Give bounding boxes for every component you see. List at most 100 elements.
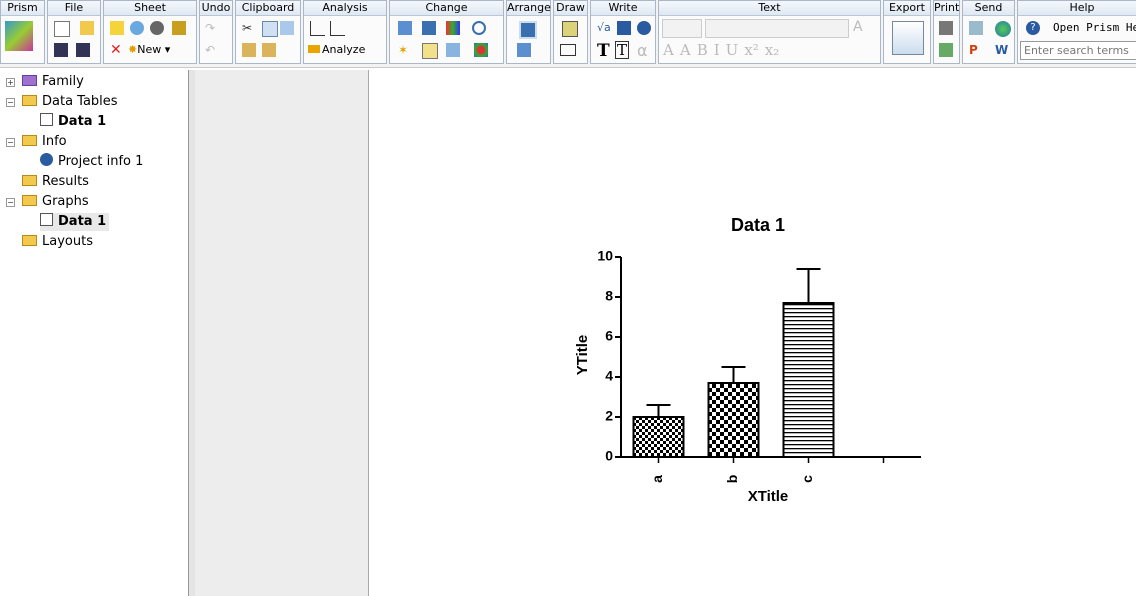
tree-item[interactable]: Family — [22, 73, 84, 91]
splitter[interactable] — [189, 70, 195, 596]
tree-item[interactable]: Data 1 — [40, 113, 106, 131]
change-icon[interactable]: ✶ — [398, 43, 409, 57]
x-tick-label: c — [799, 475, 815, 483]
new-file[interactable] — [54, 21, 70, 37]
analyze-button[interactable]: Analyze — [308, 43, 365, 56]
group-label: Undo — [200, 1, 232, 16]
tree-label: Graphs — [42, 194, 89, 209]
print-preview[interactable] — [939, 43, 953, 57]
print[interactable] — [939, 21, 953, 35]
tree-item[interactable]: Project info 1 — [40, 153, 143, 171]
format-tool[interactable]: A — [663, 41, 674, 59]
info[interactable] — [637, 21, 651, 35]
change-icon[interactable] — [422, 21, 436, 35]
textbox-tool[interactable]: T — [615, 41, 630, 59]
analysis-icon[interactable] — [330, 21, 345, 36]
font-color[interactable]: A — [853, 19, 863, 35]
help-icon[interactable]: ? — [1026, 21, 1040, 35]
search-box[interactable]: Enter search terms — [1020, 41, 1136, 60]
format-tool[interactable]: x₂ — [764, 41, 780, 59]
word[interactable]: W — [995, 43, 1009, 57]
change-icon[interactable] — [472, 21, 486, 35]
y-axis-title: YTitle — [574, 335, 591, 376]
group-label: File — [48, 1, 100, 16]
freeze[interactable] — [130, 21, 144, 35]
edit-sheet[interactable] — [110, 21, 124, 35]
group-label: Write — [591, 1, 655, 16]
ribbon-group: Write √a T T α — [590, 0, 656, 64]
cut[interactable]: ✂ — [242, 21, 253, 35]
save[interactable] — [54, 43, 68, 57]
analysis-icon[interactable] — [310, 21, 325, 36]
delete[interactable]: ✕ — [110, 42, 122, 58]
ribbon-group: Sheet ✕ ✸New ▾ — [103, 0, 197, 64]
change-icon[interactable] — [398, 21, 412, 35]
open-file[interactable] — [80, 21, 94, 35]
format-tool[interactable]: A — [679, 41, 691, 59]
tree-item[interactable]: Data Tables — [22, 93, 118, 111]
navigator: + Family − Data Tables Data 1 − Info Pro… — [0, 70, 189, 596]
font-size-select[interactable] — [662, 19, 702, 38]
prism-icon[interactable] — [5, 21, 33, 51]
tree-label: Project info 1 — [58, 154, 144, 169]
export-icon[interactable] — [892, 21, 924, 55]
tree-item[interactable]: Info — [22, 133, 67, 151]
sheet-margin — [195, 70, 369, 596]
group-label: Draw — [554, 1, 587, 16]
tree-item[interactable]: Data 1 — [40, 213, 110, 231]
chart-title: Data 1 — [731, 215, 785, 235]
tree-label: Data 1 — [58, 214, 107, 229]
expander[interactable]: − — [6, 198, 15, 207]
change-icon[interactable] — [446, 43, 460, 57]
undo[interactable]: ↶ — [205, 43, 216, 57]
arrange-icon[interactable] — [519, 21, 537, 39]
paste[interactable] — [242, 43, 256, 57]
tree-item[interactable]: Results — [22, 173, 89, 191]
web[interactable] — [995, 21, 1011, 37]
paste-special[interactable] — [262, 43, 276, 57]
format-tool[interactable]: U — [725, 41, 739, 59]
equation[interactable]: √a — [597, 21, 611, 34]
copy[interactable] — [262, 21, 278, 37]
change-icon[interactable] — [422, 43, 438, 59]
text-tool[interactable]: T — [597, 41, 610, 61]
help-button[interactable]: Open Prism Hel — [1053, 21, 1136, 34]
group-label: Analysis — [304, 1, 386, 16]
powerpoint[interactable]: P — [969, 43, 978, 57]
change-icon[interactable] — [474, 43, 488, 57]
tree-label: Layouts — [42, 234, 93, 249]
mic[interactable] — [150, 21, 164, 35]
pin[interactable] — [172, 21, 186, 35]
draw-icon[interactable] — [562, 21, 578, 37]
send-mail[interactable] — [969, 21, 983, 35]
tree-item[interactable]: Graphs — [22, 193, 89, 211]
expander[interactable]: − — [6, 98, 15, 107]
font-select[interactable] — [705, 19, 849, 38]
save-as[interactable] — [76, 43, 90, 57]
format-tool[interactable]: B — [696, 41, 708, 59]
format-tool[interactable]: x² — [744, 41, 759, 59]
new-button[interactable]: ✸New ▾ — [128, 43, 171, 56]
symbol-tool[interactable]: α — [637, 41, 648, 60]
redo[interactable]: ↷ — [205, 21, 216, 35]
group-label: Send — [963, 1, 1014, 16]
x-tick-label: a — [649, 475, 665, 483]
word-object[interactable] — [617, 21, 631, 35]
ribbon-group: Send P W — [962, 0, 1015, 64]
tree-item[interactable]: Layouts — [22, 233, 93, 251]
ribbon-group: Undo ↷ ↶ — [199, 0, 233, 64]
ribbon-group: Print — [933, 0, 960, 64]
arrange-icon[interactable] — [517, 43, 531, 57]
expander[interactable]: + — [6, 78, 15, 87]
draw-rect[interactable] — [560, 44, 576, 56]
format-tool[interactable]: I — [713, 41, 720, 59]
ribbon-group: Arrange — [506, 0, 551, 64]
copy-special[interactable] — [280, 21, 294, 35]
group-label: Clipboard — [236, 1, 300, 16]
group-label: Text — [659, 1, 880, 16]
change-icon[interactable] — [446, 21, 460, 35]
expander[interactable]: − — [6, 138, 15, 147]
ribbon-group: Draw — [553, 0, 588, 64]
button-label: New — [137, 43, 162, 56]
